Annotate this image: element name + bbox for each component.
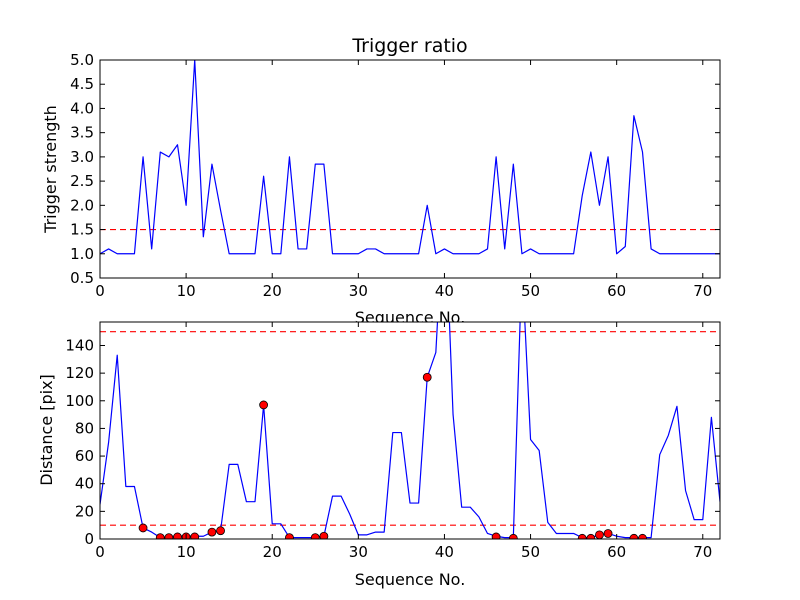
plot-content	[100, 60, 720, 255]
plot-area	[100, 60, 720, 278]
plot-frame	[99, 321, 721, 540]
data-point	[259, 400, 269, 410]
plot-content	[100, 322, 720, 539]
x-tick-label: 50	[521, 543, 540, 561]
data-point	[603, 529, 613, 538]
x-tick-label: 30	[349, 282, 368, 300]
data-point	[586, 533, 596, 539]
x-tick-label: 20	[263, 282, 282, 300]
y-tick-label: 100	[65, 392, 94, 410]
series-line	[100, 60, 720, 255]
x-tick-label: 10	[177, 282, 196, 300]
x-tick-label: 0	[95, 282, 105, 300]
y-tick-label: 80	[75, 419, 94, 437]
x-tick-label: 20	[263, 543, 282, 561]
axis-ticks: 0 10 20 30 40 50 60 70 0.5 1.0 1.5 2.0 2.5 3.0 3.5 4.0 4…	[70, 51, 720, 300]
data-point	[164, 533, 174, 539]
y-tick-label: 2.5	[70, 172, 94, 190]
y-tick-label: 1.5	[70, 221, 94, 239]
y-tick-label: 0.5	[70, 269, 94, 287]
y-tick-label: 20	[75, 502, 94, 520]
x-tick-label: 50	[521, 282, 540, 300]
y-tick-label: 140	[65, 336, 94, 354]
chart-trigger-ratio: 0 10 20 30 40 50 60 70 0.5 1.0 1.5 2.0 2.5 3.0 3.5 4.0 4…	[41, 35, 721, 327]
data-point	[595, 530, 604, 539]
y-axis-label: Distance [pix]	[37, 374, 56, 486]
data-point	[310, 533, 320, 539]
x-axis-label: Sequence No.	[355, 570, 466, 589]
data-point	[207, 527, 217, 537]
y-axis-label: Trigger strength	[41, 105, 60, 234]
data-point	[190, 532, 200, 539]
data-point	[577, 533, 587, 539]
data-point	[319, 531, 329, 539]
x-tick-label: 0	[95, 543, 105, 561]
x-tick-label: 10	[177, 543, 196, 561]
data-point	[138, 523, 148, 533]
y-tick-label: 2.0	[70, 196, 94, 214]
chart-title: Trigger ratio	[351, 35, 467, 57]
x-tick-label: 70	[693, 282, 712, 300]
data-point	[491, 532, 501, 539]
chart-distance: 0 10 20 30 40 50 60 70 0 20 40 60 80 100 120 140 Sequen…	[37, 321, 721, 589]
y-tick-label: 1.0	[70, 245, 94, 263]
data-point	[508, 533, 518, 539]
data-point	[285, 533, 294, 539]
data-point	[155, 533, 165, 539]
y-tick-label: 5.0	[70, 51, 94, 69]
x-tick-label: 40	[435, 543, 454, 561]
data-point	[629, 533, 639, 539]
plot-area	[100, 322, 720, 539]
y-tick-label: 4.5	[70, 75, 94, 93]
y-tick-label: 120	[65, 364, 94, 382]
data-point	[216, 526, 225, 536]
y-tick-label: 60	[75, 447, 94, 465]
y-tick-label: 4.0	[70, 99, 94, 117]
data-point	[173, 532, 182, 539]
y-tick-label: 0	[84, 530, 94, 548]
x-tick-label: 40	[435, 282, 454, 300]
x-tick-label: 60	[607, 282, 626, 300]
x-tick-label: 60	[607, 543, 626, 561]
x-tick-label: 30	[349, 543, 368, 561]
y-tick-label: 3.5	[70, 124, 94, 142]
x-tick-label: 70	[693, 543, 712, 561]
plot-frame	[99, 59, 721, 279]
y-tick-label: 40	[75, 475, 94, 493]
y-tick-label: 3.0	[70, 148, 94, 166]
data-point	[638, 533, 647, 539]
data-point	[422, 372, 432, 382]
